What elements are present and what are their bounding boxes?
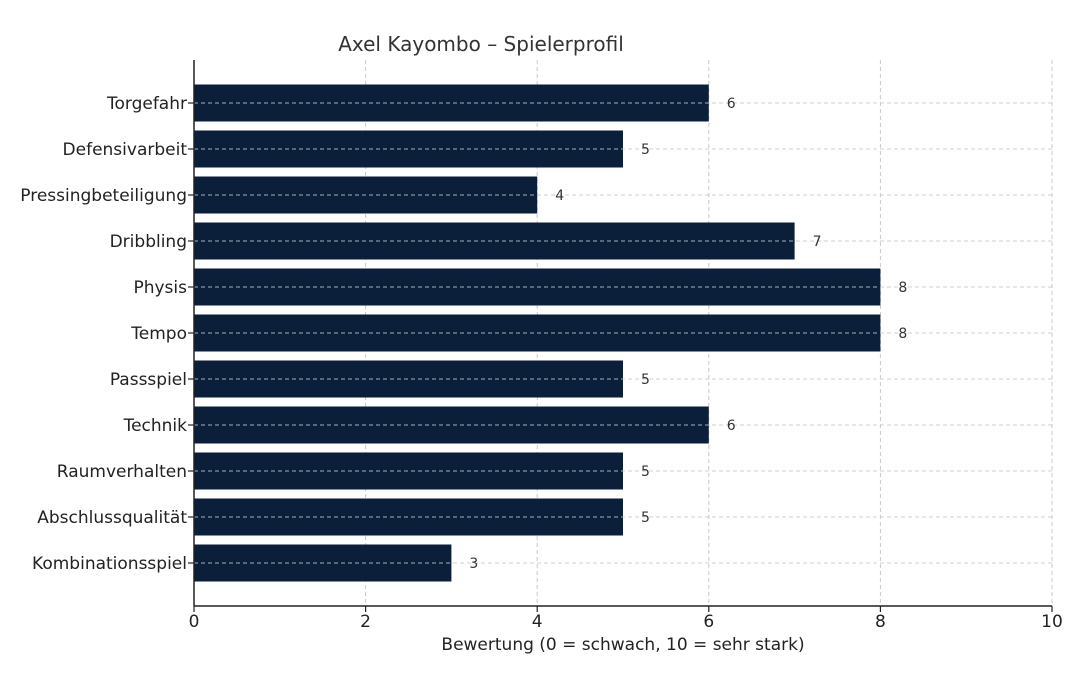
data-label: 7 xyxy=(813,234,822,250)
x-tick-label: 6 xyxy=(703,612,714,632)
y-tick-label: Defensivarbeit xyxy=(63,140,188,160)
x-tick-label: 8 xyxy=(875,612,886,632)
y-tick-label: Abschlussqualität xyxy=(37,508,187,528)
x-tick-label: 4 xyxy=(532,612,543,632)
data-label: 5 xyxy=(641,372,650,388)
data-label: 8 xyxy=(898,280,907,296)
y-tick-label: Pressingbeteiligung xyxy=(20,186,187,206)
data-label: 5 xyxy=(641,464,650,480)
data-label: 4 xyxy=(555,188,564,204)
y-tick-label: Kombinationsspiel xyxy=(32,554,187,574)
data-label: 3 xyxy=(469,556,478,572)
data-label: 6 xyxy=(727,96,736,112)
y-tick-label: Tempo xyxy=(130,324,187,344)
data-labels: 6 5 4 7 8 8 5 6 5 5 3 xyxy=(469,96,907,572)
data-label: 5 xyxy=(641,510,650,526)
x-tick-label: 2 xyxy=(360,612,371,632)
horizontal-grid-lines xyxy=(194,102,1052,564)
x-tick-labels: 0 2 4 6 8 10 xyxy=(189,606,1063,632)
y-tick-label: Physis xyxy=(133,278,187,298)
y-tick-label: Torgefahr xyxy=(106,94,187,114)
y-tick-label: Passspiel xyxy=(110,370,187,390)
chart-title: Axel Kayombo – Spielerprofil xyxy=(338,32,624,56)
data-label: 6 xyxy=(727,418,736,434)
bar xyxy=(194,222,795,260)
data-label: 5 xyxy=(641,142,650,158)
y-tick-label: Raumverhalten xyxy=(57,462,187,482)
y-tick-label: Dribbling xyxy=(110,232,187,252)
y-tick-label: Technik xyxy=(123,416,188,436)
y-tick-labels: Torgefahr Defensivarbeit Pressingbeteiligu… xyxy=(20,94,194,574)
x-tick-label: 10 xyxy=(1041,612,1063,632)
data-label: 8 xyxy=(898,326,907,342)
x-tick-label: 0 xyxy=(189,612,200,632)
x-axis-label: Bewertung (0 = schwach, 10 = sehr stark) xyxy=(441,635,804,655)
